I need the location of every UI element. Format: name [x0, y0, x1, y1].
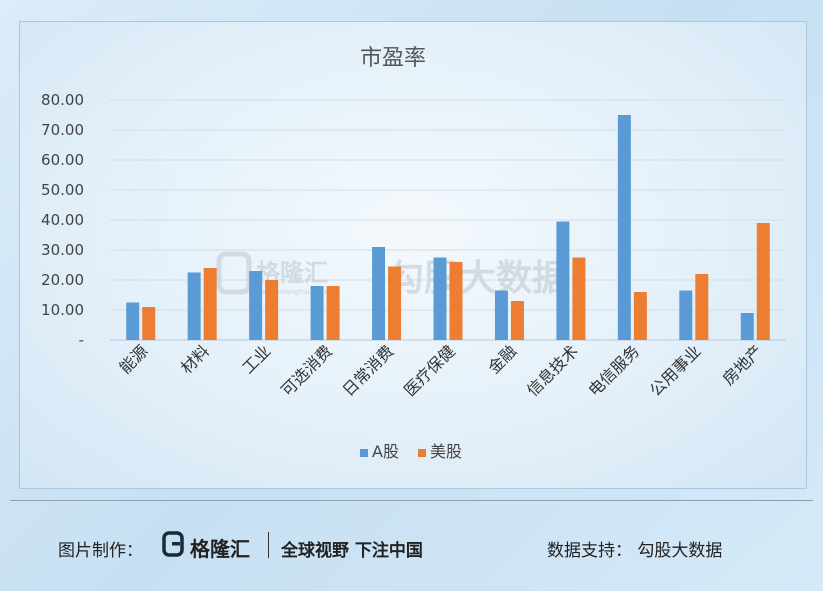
- category-label: 金融: [484, 341, 520, 377]
- bar-us-stock-1: [203, 268, 217, 340]
- bar-us-stock-0: [142, 307, 156, 340]
- bar-a-share-0: [126, 302, 140, 340]
- category-label: 电信服务: [584, 341, 643, 400]
- x-axis-labels: 能源 材料 工业 可选消费 日常消费 医疗保健 金融 信息技术 电信服务 公用事业 房地产: [115, 341, 766, 400]
- bar-a-share-10: [740, 313, 754, 340]
- chart-title: 市盈率: [360, 46, 426, 71]
- bars: [126, 115, 770, 340]
- bar-a-share-4: [372, 247, 386, 340]
- category-label: 工业: [238, 341, 274, 377]
- category-label: 房地产: [719, 341, 766, 388]
- legend-swatch: [360, 449, 368, 457]
- watermark-text: 勾股大数据: [388, 258, 568, 299]
- footer-separator: [268, 532, 269, 558]
- gelonghui-logo-icon: [162, 531, 184, 557]
- y-tick-label: 50.00: [41, 181, 84, 199]
- bar-a-share-6: [494, 290, 508, 340]
- bar-us-stock-6: [510, 301, 524, 340]
- footer-divider: [10, 500, 813, 501]
- bar-us-stock-2: [265, 280, 279, 340]
- legend-swatch: [418, 449, 426, 457]
- bar-a-share-7: [556, 221, 570, 340]
- category-label: 医疗保健: [400, 341, 459, 400]
- bar-a-share-8: [617, 115, 631, 340]
- category-label: 能源: [115, 341, 151, 377]
- bar-us-stock-3: [326, 286, 340, 340]
- category-label: 材料: [177, 341, 213, 377]
- bar-us-stock-9: [695, 274, 709, 340]
- footer-brand: 格隆汇: [190, 537, 250, 561]
- footer-label: 图片制作：: [58, 541, 143, 561]
- category-label: 可选消费: [277, 341, 336, 400]
- y-tick-label: 10.00: [41, 301, 84, 319]
- chart-panel: 市盈率 格隆汇 www.gelonghui.com 勾股大数据 -10.00 20…: [19, 21, 807, 489]
- category-label: 信息技术: [523, 341, 582, 400]
- grid-lines: [110, 99, 786, 341]
- category-label: 公用事业: [646, 341, 705, 400]
- y-tick-label: -: [79, 331, 84, 349]
- bar-a-share-9: [679, 290, 693, 340]
- footer-slogan: 全球视野 下注中国: [281, 541, 423, 561]
- y-tick-label: 20.00: [41, 271, 84, 289]
- bar-a-share-5: [433, 257, 447, 340]
- y-tick-label: 60.00: [41, 151, 84, 169]
- watermark-url: www.gelonghui.com: [256, 288, 327, 296]
- legend: A股 美股: [360, 442, 462, 461]
- bar-chart: 市盈率 格隆汇 www.gelonghui.com 勾股大数据 -10.0020…: [41, 46, 786, 461]
- footer: 图片制作： 格隆汇 全球视野 下注中国 数据支持： 勾股大数据: [0, 520, 823, 580]
- y-tick-label: 40.00: [41, 211, 84, 229]
- watermark-logo-icon: [216, 251, 252, 295]
- legend-label: 美股: [430, 442, 462, 461]
- y-tick-label: 70.00: [41, 121, 84, 139]
- bar-us-stock-10: [756, 223, 770, 340]
- footer-source: 数据支持： 勾股大数据: [547, 541, 723, 561]
- y-tick-label: 80.00: [41, 91, 84, 109]
- category-label: 日常消费: [339, 341, 398, 400]
- legend-label: A股: [372, 442, 399, 461]
- bar-a-share-2: [249, 271, 263, 340]
- bar-us-stock-8: [633, 292, 647, 340]
- bar-us-stock-5: [449, 262, 463, 340]
- y-axis-ticks: - 10.00 20.00 30.00 40.00 50.00 60.00 70.00 80.0…: [41, 91, 84, 349]
- bar-us-stock-4: [388, 266, 402, 340]
- bar-a-share-1: [187, 272, 201, 340]
- y-tick-label: 30.00: [41, 241, 84, 259]
- bar-a-share-3: [310, 286, 324, 340]
- bar-us-stock-7: [572, 257, 586, 340]
